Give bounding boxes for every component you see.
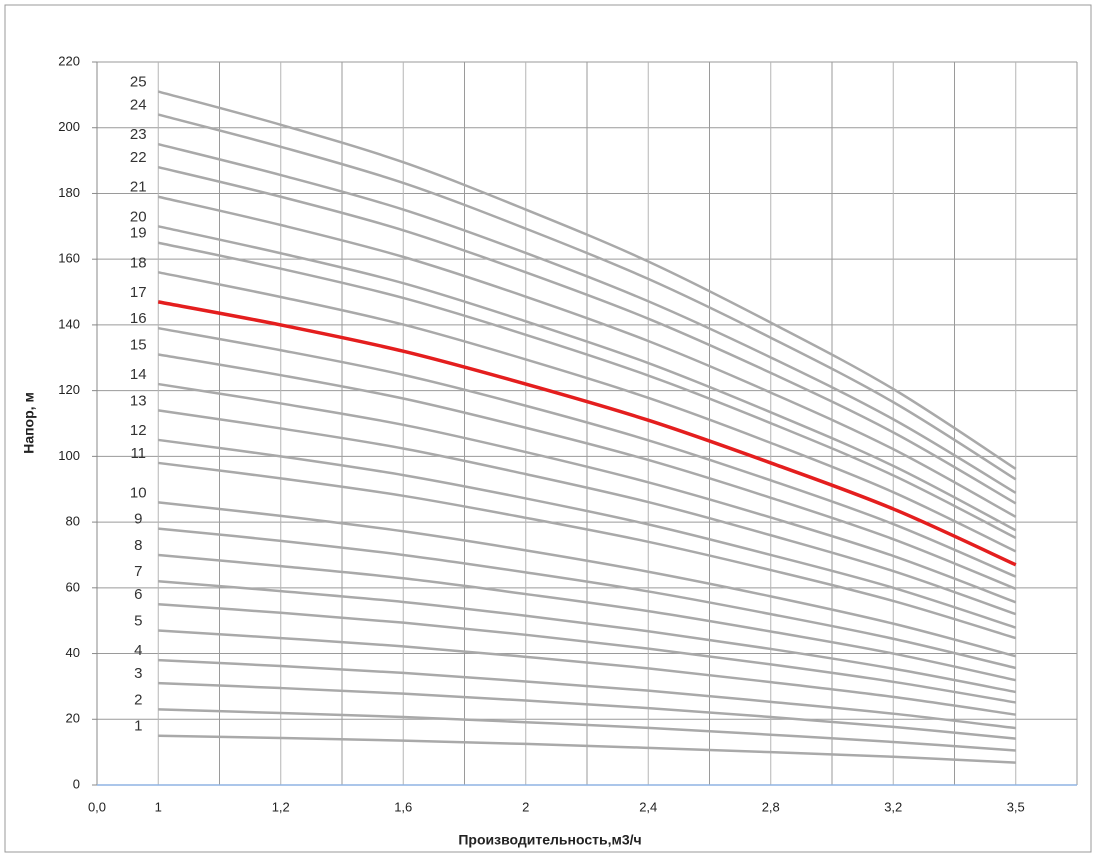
y-tick-label: 40: [66, 645, 80, 660]
y-tick-label: 60: [66, 579, 80, 594]
curve: [158, 326, 1017, 578]
curve-label: 18: [130, 254, 147, 271]
curve-label: 7: [134, 563, 142, 580]
y-tick-label: 0: [73, 776, 80, 791]
curve-label: 22: [130, 149, 147, 166]
curve: [158, 353, 1017, 590]
chart-border: [4, 4, 1092, 853]
curve-label: 6: [134, 586, 142, 603]
x-tick-label: 2: [522, 799, 529, 814]
curve: [158, 382, 1017, 604]
curve: [158, 527, 1017, 670]
curve: [157, 113, 1017, 481]
curve: [157, 142, 1017, 494]
curve-label: 8: [134, 537, 142, 554]
y-tick-label: 180: [58, 185, 80, 200]
curve-label: 16: [130, 310, 147, 327]
x-axis-title: Производительность,м3/ч: [458, 832, 641, 848]
curve: [158, 461, 1017, 640]
y-tick-label: 100: [58, 448, 80, 463]
x-tick-label: 3,2: [884, 799, 902, 814]
y-axis-title: Напор, м: [21, 392, 37, 454]
x-tick-label: 1,6: [394, 799, 412, 814]
curve-label: 19: [130, 225, 147, 242]
curve: [158, 271, 1017, 553]
curve: [157, 300, 1017, 567]
x-tick-label: 2,4: [639, 799, 657, 814]
curve-label: 5: [134, 613, 142, 630]
y-tick-label: 80: [66, 514, 80, 529]
curve-label: 24: [130, 97, 147, 114]
curve-label: 4: [134, 642, 142, 659]
y-tick-label: 140: [58, 316, 80, 331]
curve: [158, 553, 1017, 682]
y-tick-label: 120: [58, 382, 80, 397]
curve-label: 10: [130, 484, 147, 501]
curve-label: 17: [130, 284, 147, 301]
curve: [158, 658, 1016, 730]
curve: [157, 225, 1017, 532]
curve-label: 11: [130, 445, 146, 462]
y-tick-label: 220: [58, 53, 80, 68]
y-tick-label: 200: [58, 119, 80, 134]
y-tick-label: 20: [66, 711, 80, 726]
curve-label: 15: [130, 336, 147, 353]
curve: [158, 409, 1017, 616]
curve: [158, 501, 1017, 658]
x-tick-label: 1,2: [272, 799, 290, 814]
curve-label: 21: [130, 179, 147, 196]
x-tick-label: 1: [155, 799, 162, 814]
curve: [158, 438, 1017, 629]
curve: [158, 629, 1016, 716]
curve-label: 3: [134, 665, 142, 682]
curve: [158, 708, 1016, 752]
x-origin-label: 0,0: [88, 799, 106, 814]
curve-label: 12: [130, 422, 147, 439]
y-tick-label: 160: [58, 251, 80, 266]
curve-label: 20: [130, 208, 147, 225]
curve: [158, 681, 1016, 740]
curve: [158, 603, 1016, 704]
curve: [157, 90, 1017, 470]
curve: [158, 734, 1016, 764]
curves: [157, 90, 1017, 764]
curve: [157, 195, 1017, 518]
curve-label: 25: [130, 74, 147, 91]
curve-label: 14: [130, 366, 147, 383]
x-tick-label: 3,5: [1007, 799, 1025, 814]
curve: [157, 165, 1017, 505]
curve-label: 13: [130, 392, 147, 409]
curve: [157, 241, 1017, 539]
x-tick-label: 2,8: [762, 799, 780, 814]
curve-label: 2: [134, 691, 142, 708]
curve-label: 23: [130, 126, 147, 143]
curve-label: 9: [134, 511, 142, 528]
curve-label: 1: [134, 718, 142, 735]
curve: [158, 579, 1016, 694]
